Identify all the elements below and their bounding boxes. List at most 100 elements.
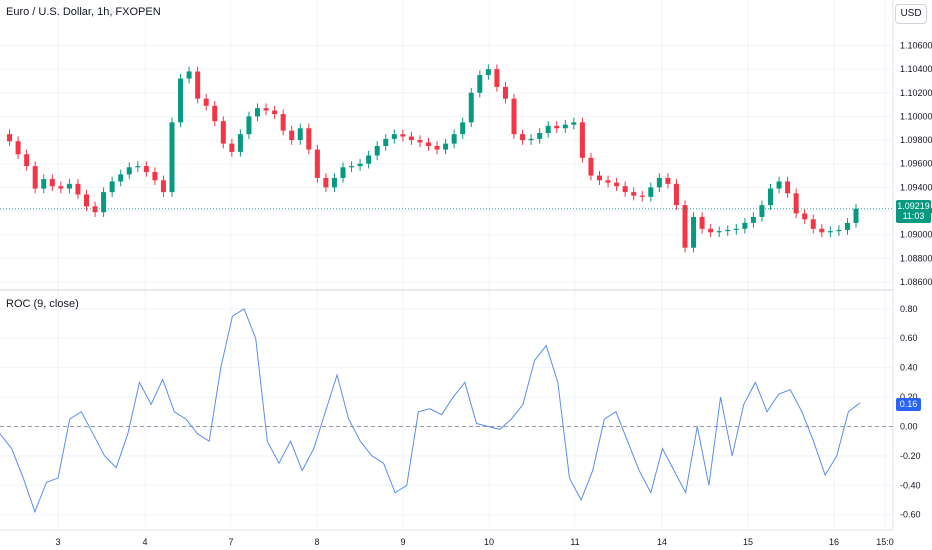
candle-body [143,166,149,173]
candle-body [160,180,166,193]
indicator-title[interactable]: ROC (9, close) [6,298,79,310]
candle-body [340,167,346,178]
candle-body [434,145,440,150]
candle-body [528,138,534,141]
symbol-title[interactable]: Euro / U.S. Dollar, 1h, FXOPEN [6,6,161,18]
candle-body [562,124,568,129]
candle-body [255,108,260,117]
candle-body [502,86,508,99]
roc-value-badge: 0.16 [896,398,921,411]
candle-body [733,228,739,230]
candle-body [853,208,859,223]
candle-body [135,166,141,168]
currency-button[interactable]: USD [895,4,927,24]
last-price-value: 1.09219 [897,201,930,211]
price-tick-label: 1.09000 [900,230,932,240]
candle-body [212,105,218,122]
roc-tick-label: -0.20 [900,451,921,461]
candle-body [819,228,825,233]
candle-body [520,134,526,141]
candle-body [443,143,449,150]
time-axis[interactable]: 3 4 7 8 9 10 11 14 15 16 15:0 [55,537,893,547]
candle-body [451,134,457,144]
roc-axis[interactable]: 0.80 0.60 0.40 0.20 0.00 -0.20 -0.40 -0.60 [900,304,921,520]
candles [7,64,859,253]
candle-body [357,163,363,167]
candle-body [708,228,714,233]
candle-body [827,231,833,233]
price-tick-label: 1.08600 [900,277,932,287]
candle-body [571,122,577,125]
candle-body [152,172,158,181]
price-axis[interactable]: 1.10600 1.10400 1.10200 1.10000 1.09800 1.096… [900,40,932,287]
time-tick-label: 10 [484,537,494,547]
candle-body [126,167,132,175]
candle-body [237,134,243,152]
candle-body [554,125,560,129]
candle-body [665,177,671,184]
candle-body [614,182,620,187]
roc-tick-label: -0.60 [900,510,921,520]
candle-body [656,177,662,188]
candle-body [109,181,115,193]
candle-body [639,195,645,197]
candle-body [793,193,799,214]
price-tick-label: 1.10600 [900,40,932,50]
candle-body [750,216,756,223]
candle-body [306,128,312,150]
roc-tick-label: 0.60 [900,333,918,343]
candle-body [15,141,21,155]
last-price-badge: 1.09219 11:03 [896,200,931,223]
candle-body [511,98,517,135]
roc-tick-label: 0.00 [900,421,918,431]
time-tick-label: 9 [400,537,405,547]
candle-body [844,222,850,230]
candle-body [716,231,722,233]
candle-body [32,166,38,189]
candle-body [349,166,355,168]
candle-body [49,179,55,187]
candle-body [280,114,286,131]
candle-body [468,92,474,123]
candle-body [272,110,278,115]
candle-body [579,122,585,158]
candle-body [84,194,89,207]
candle-body [417,140,423,143]
candle-body [742,222,748,229]
candle-body [785,181,791,194]
roc-line [0,308,861,514]
candle-body [588,157,594,176]
candle-body [92,206,98,213]
roc-tick-label: 0.80 [900,304,918,314]
price-tick-label: 1.10000 [900,111,932,121]
candle-body [673,183,679,206]
candle-body [383,138,389,146]
candle-body [648,187,654,197]
price-tick-label: 1.10400 [900,64,932,74]
price-tick-label: 1.09600 [900,159,932,169]
candle-body [220,121,226,144]
candle-body [597,175,602,181]
candle-countdown: 11:03 [902,211,925,221]
candle-body [759,205,765,217]
time-tick-label: 11 [570,537,579,547]
candle-body [41,179,47,189]
candle-body [622,186,628,193]
candle-body [836,229,842,232]
price-tick-label: 1.10200 [900,88,932,98]
candle-body [314,149,320,178]
candle-body [24,154,30,167]
candle-body [810,219,816,229]
time-tick-label: 16 [829,537,839,547]
candle-body [289,130,295,141]
roc-tick-label: -0.40 [900,480,921,490]
candle-body [699,216,705,229]
candle-body [725,229,731,232]
candle-body [400,134,406,137]
candle-body [195,71,201,99]
candle-body [537,132,543,139]
candle-body [75,183,81,195]
candle-body [263,108,269,111]
candle-body [366,155,372,164]
